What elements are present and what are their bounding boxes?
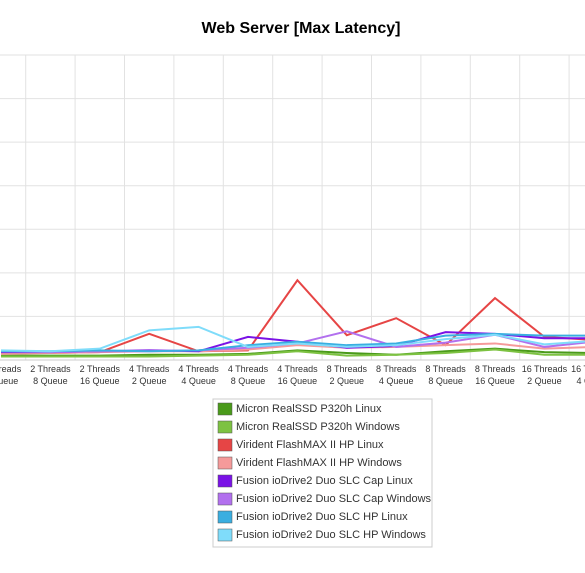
x-tick-label-line: 4 Queue	[577, 376, 585, 386]
legend-swatch	[217, 420, 233, 434]
x-tick-label-line: 2 Threads	[80, 364, 121, 374]
x-tick-label: 2 Threads 4 Queue	[0, 364, 22, 386]
x-tick-label: 8 Threads 16 Queue	[475, 364, 516, 386]
chart-title: Web Server [Max Latency]	[202, 20, 401, 37]
x-tick-label-line: 4 Threads	[277, 364, 318, 374]
x-tick-label: 16 Threads 2 Queue	[522, 364, 568, 386]
legend-swatch	[217, 510, 233, 524]
x-tick-label: 4 Threads 2 Queue	[129, 364, 170, 386]
x-tick-label-line: 4 Queue	[181, 376, 216, 386]
legend-swatch	[217, 528, 233, 542]
x-tick-label-line: 8 Queue	[428, 376, 463, 386]
x-tick-label-line: 16 Threads	[522, 364, 568, 374]
series-line	[1, 348, 585, 358]
x-tick-label-line: 2 Queue	[132, 376, 167, 386]
legend-label: Fusion ioDrive2 Duo SLC Cap Windows	[236, 493, 432, 505]
x-tick-label: 2 Threads 8 Queue	[30, 364, 71, 386]
x-tick-label: 16 Threads 4 Queue	[571, 364, 585, 386]
x-tick-label-line: 4 Queue	[0, 376, 18, 386]
x-tick-label-line: 4 Threads	[178, 364, 219, 374]
x-tick-label-line: 4 Threads	[129, 364, 170, 374]
x-tick-label: 8 Threads 2 Queue	[327, 364, 368, 386]
legend-swatch	[217, 492, 233, 506]
x-tick-label-line: 8 Threads	[327, 364, 368, 374]
legend-swatch	[217, 438, 233, 452]
legend-label: Virident FlashMAX II HP Linux	[236, 439, 384, 451]
x-tick-label-line: 8 Threads	[376, 364, 417, 374]
x-tick-label: 2 Threads 16 Queue	[80, 364, 121, 386]
legend-label: Fusion ioDrive2 Duo SLC Cap Linux	[236, 475, 413, 487]
x-tick-label-line: 2 Threads	[0, 364, 22, 374]
x-tick-label-line: 16 Queue	[278, 376, 318, 386]
x-tick-label: 4 Threads 16 Queue	[277, 364, 318, 386]
x-tick-label-line: 4 Threads	[228, 364, 269, 374]
legend-label: Virident FlashMAX II HP Windows	[236, 457, 402, 469]
x-tick-label-line: 2 Queue	[527, 376, 562, 386]
legend-label: Fusion ioDrive2 Duo SLC HP Windows	[236, 529, 426, 541]
legend-label: Micron RealSSD P320h Windows	[236, 421, 400, 433]
x-tick-label-line: 16 Queue	[80, 376, 120, 386]
legend-label: Fusion ioDrive2 Duo SLC HP Linux	[236, 511, 408, 523]
x-tick-label: 8 Threads 8 Queue	[425, 364, 466, 386]
legend-swatch	[217, 456, 233, 470]
x-tick-label-line: 2 Queue	[330, 376, 365, 386]
x-tick-label-line: 4 Queue	[379, 376, 414, 386]
x-tick-label: 4 Threads 4 Queue	[178, 364, 219, 386]
x-tick-label-line: 8 Threads	[475, 364, 516, 374]
x-tick-label-line: 8 Threads	[425, 364, 466, 374]
legend-label: Micron RealSSD P320h Linux	[236, 403, 382, 415]
x-tick-label-line: 16 Threads	[571, 364, 585, 374]
series-line	[0, 325, 585, 353]
x-tick-label-line: 2 Threads	[30, 364, 71, 374]
x-tick-label-line: 8 Queue	[231, 376, 266, 386]
x-tick-label: 8 Threads 4 Queue	[376, 364, 417, 386]
legend-box	[212, 398, 433, 548]
legend-swatch	[217, 402, 233, 416]
x-tick-label-line: 8 Queue	[33, 376, 68, 386]
legend-swatch	[217, 474, 233, 488]
x-tick-label-line: 16 Queue	[475, 376, 515, 386]
x-tick-label: 4 Threads 8 Queue	[228, 364, 269, 386]
